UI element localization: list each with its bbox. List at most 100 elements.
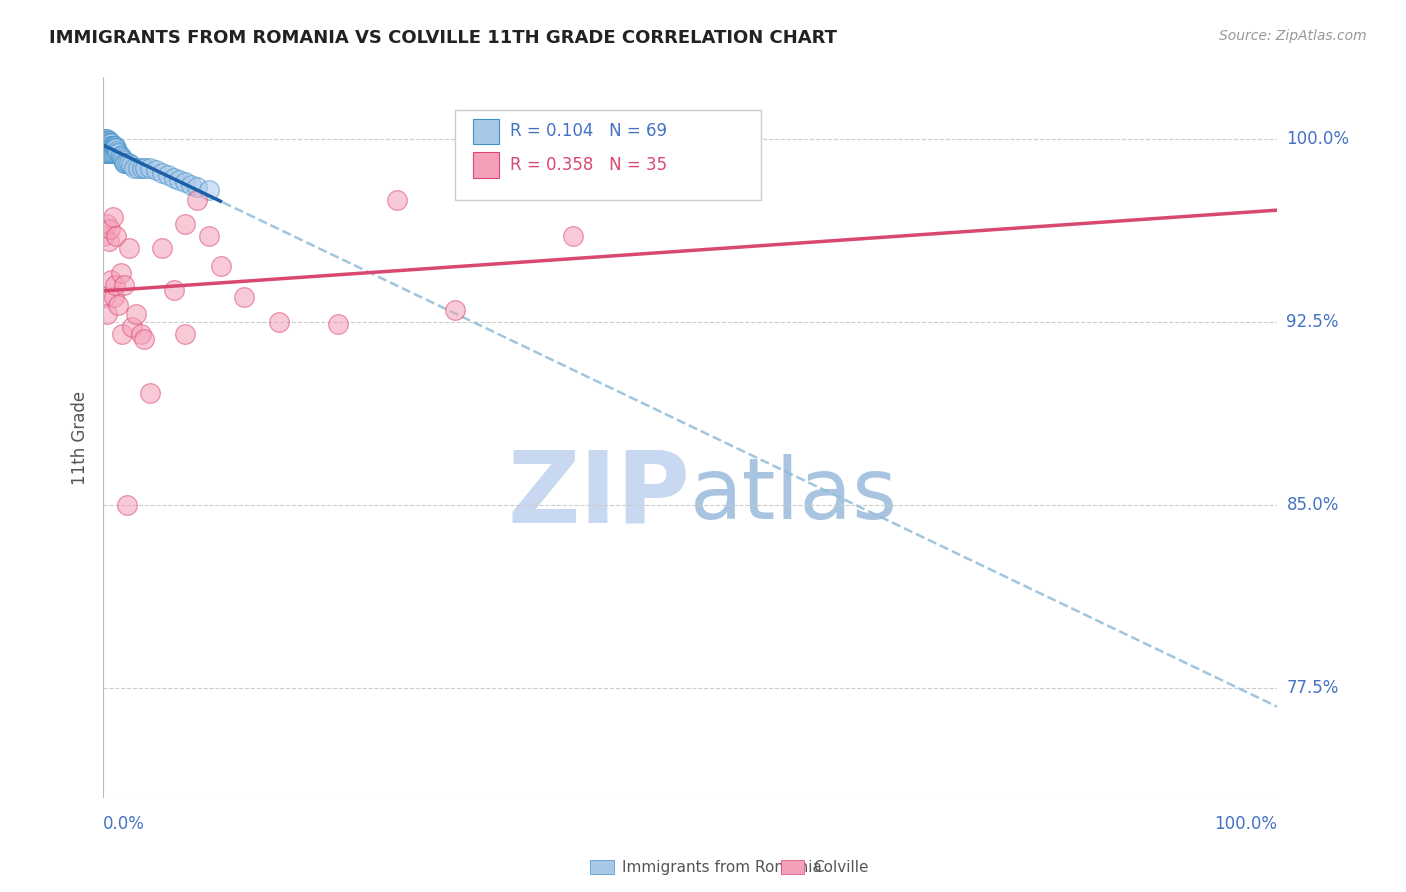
Point	[98, 136, 121, 151]
Point	[101, 210, 124, 224]
Point	[197, 183, 219, 197]
Point	[125, 307, 148, 321]
Point	[139, 385, 162, 400]
Text: atlas: atlas	[690, 454, 898, 537]
Point	[174, 176, 197, 190]
Point	[100, 141, 122, 155]
Point	[111, 151, 134, 165]
Point	[103, 141, 125, 155]
Point	[101, 146, 124, 161]
Text: 0.0%: 0.0%	[103, 815, 145, 833]
Point	[120, 158, 142, 172]
Point	[103, 146, 125, 161]
Point	[93, 146, 115, 161]
Point	[97, 136, 120, 151]
Point	[150, 242, 173, 256]
Point	[103, 290, 125, 304]
Point	[94, 136, 117, 151]
Point	[110, 148, 132, 162]
Point	[104, 138, 127, 153]
Point	[94, 290, 117, 304]
Point	[101, 141, 124, 155]
Point	[100, 146, 122, 161]
Point	[96, 138, 118, 153]
Point	[104, 141, 127, 155]
Point	[93, 229, 115, 244]
Text: 92.5%: 92.5%	[1286, 313, 1339, 331]
Point	[139, 161, 162, 175]
Point	[269, 315, 291, 329]
Point	[98, 146, 121, 161]
Point	[93, 136, 115, 151]
Point	[169, 173, 191, 187]
Point	[96, 141, 118, 155]
Point	[104, 278, 127, 293]
Point	[97, 141, 120, 155]
Point	[107, 298, 129, 312]
Point	[108, 148, 131, 162]
Point	[94, 141, 117, 155]
Point	[98, 234, 121, 248]
Point	[96, 131, 118, 145]
Point	[96, 136, 118, 151]
Point	[112, 153, 135, 168]
Point	[101, 138, 124, 153]
Point	[100, 138, 122, 153]
Point	[145, 163, 167, 178]
Point	[94, 131, 117, 145]
Point	[98, 141, 121, 155]
Point	[121, 319, 143, 334]
Point	[209, 259, 232, 273]
Point	[129, 326, 152, 341]
Point	[561, 229, 583, 244]
Point	[97, 134, 120, 148]
Point	[94, 146, 117, 161]
Point	[98, 141, 121, 155]
Point	[93, 131, 115, 145]
Point	[115, 498, 138, 512]
Point	[105, 229, 128, 244]
Point	[326, 317, 349, 331]
Point	[115, 156, 138, 170]
Point	[105, 141, 128, 155]
Point	[105, 144, 128, 158]
Text: Immigrants from Romania: Immigrants from Romania	[623, 860, 823, 874]
Point	[97, 146, 120, 161]
Point	[156, 168, 179, 182]
Point	[385, 193, 408, 207]
Point	[94, 134, 117, 148]
Text: Source: ZipAtlas.com: Source: ZipAtlas.com	[1219, 29, 1367, 43]
Point	[98, 138, 121, 153]
Point	[134, 332, 156, 346]
FancyBboxPatch shape	[472, 119, 499, 145]
Point	[122, 161, 145, 175]
Point	[100, 136, 122, 151]
Point	[134, 161, 156, 175]
Text: 100.0%: 100.0%	[1286, 129, 1350, 147]
Text: R = 0.358   N = 35: R = 0.358 N = 35	[510, 155, 668, 174]
Point	[103, 138, 125, 153]
Point	[111, 326, 134, 341]
Point	[112, 278, 135, 293]
Point	[180, 178, 202, 192]
Point	[98, 138, 121, 153]
Point	[96, 217, 118, 231]
Point	[162, 170, 184, 185]
Point	[174, 326, 197, 341]
Point	[131, 161, 153, 175]
Point	[150, 166, 173, 180]
Point	[96, 146, 118, 161]
Point	[444, 302, 467, 317]
Point	[110, 266, 132, 280]
Text: IMMIGRANTS FROM ROMANIA VS COLVILLE 11TH GRADE CORRELATION CHART: IMMIGRANTS FROM ROMANIA VS COLVILLE 11TH…	[49, 29, 837, 46]
FancyBboxPatch shape	[472, 152, 499, 178]
Point	[127, 161, 149, 175]
Point	[186, 180, 208, 194]
Point	[118, 242, 141, 256]
Point	[100, 273, 122, 287]
Point	[186, 193, 208, 207]
Text: 85.0%: 85.0%	[1286, 496, 1339, 514]
Text: R = 0.104   N = 69: R = 0.104 N = 69	[510, 122, 668, 140]
Point	[97, 138, 120, 153]
Point	[107, 146, 129, 161]
